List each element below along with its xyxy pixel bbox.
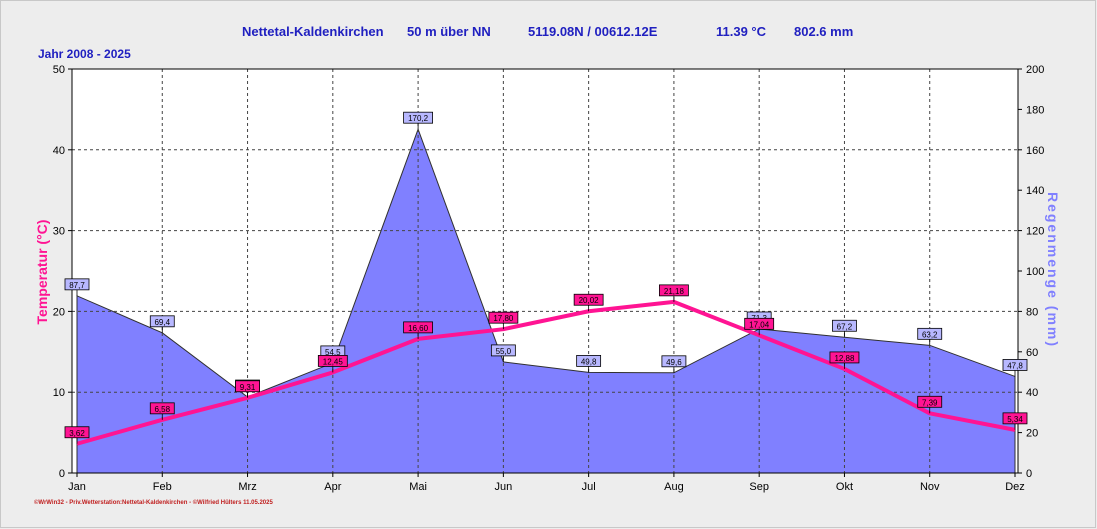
temperature-data-label-box xyxy=(1002,412,1028,425)
station-altitude: 50 m über NN xyxy=(407,24,491,39)
temperature-data-label: 9,31 xyxy=(240,383,256,392)
y-tick-label-right: 80 xyxy=(1026,306,1038,318)
temperature-data-label: 6,58 xyxy=(154,405,170,414)
rain-data-label: 170,2 xyxy=(408,114,429,123)
temperature-data-label: 21,18 xyxy=(664,287,685,296)
temperature-data-label-box xyxy=(403,321,433,334)
x-tick-label: Feb xyxy=(153,481,172,493)
y-tick-label-left: 0 xyxy=(59,468,65,480)
temperature-data-label: 16,60 xyxy=(408,324,429,333)
temperature-data-label-box xyxy=(744,317,775,330)
temperature-data-label-box xyxy=(317,355,348,367)
x-tick-label: Aug xyxy=(664,481,684,493)
y-tick-label-left: 30 xyxy=(53,226,65,238)
total-rainfall: 802.6 mm xyxy=(794,24,854,39)
y-tick-label-left: 10 xyxy=(53,387,65,399)
rain-data-label-box xyxy=(661,355,687,368)
rain-data-label-box xyxy=(64,278,90,291)
rain-data-label: 49,6 xyxy=(666,358,682,367)
y-tick-label-right: 140 xyxy=(1026,185,1044,197)
x-tick-label: Dez xyxy=(1005,481,1025,493)
rain-data-label: 49,8 xyxy=(581,357,597,366)
y-tick-label-left: 50 xyxy=(53,64,65,76)
y-tick-label-left: 40 xyxy=(53,145,65,157)
x-tick-label: Nov xyxy=(920,481,940,493)
temperature-data-label-box xyxy=(235,380,260,393)
mean-temperature: 11.39 °C xyxy=(716,24,767,39)
footer-credit: ©WrWin32 - Priv.Wetterstation:Nettetal-K… xyxy=(34,500,273,506)
temperature-data-label-box xyxy=(829,351,860,364)
station-name: Nettetal-Kaldenkirchen xyxy=(242,24,384,39)
y-tick-label-right: 120 xyxy=(1026,226,1044,238)
x-tick-label: Jul xyxy=(582,481,596,493)
rain-data-label-box xyxy=(1002,359,1028,371)
rain-data-label: 47,8 xyxy=(1007,361,1023,370)
rain-data-label-box xyxy=(149,315,175,328)
rain-data-label-box xyxy=(576,355,602,367)
rain-data-label-box xyxy=(917,327,943,340)
temperature-data-label: 17,80 xyxy=(493,314,514,323)
temperature-data-label: 5,34 xyxy=(1007,415,1023,424)
rain-data-label: 67,2 xyxy=(837,322,853,331)
temperature-data-label-box xyxy=(917,395,943,408)
rain-data-label: 87,7 xyxy=(69,281,85,290)
rain-data-label: 55,0 xyxy=(496,347,512,356)
temperature-line xyxy=(76,299,1016,446)
x-tick-label: Mai xyxy=(409,481,427,493)
rain-data-label: 63,2 xyxy=(922,330,938,339)
temperature-data-label-box xyxy=(659,284,689,297)
station-coordinates: 5119.08N / 00612.12E xyxy=(528,24,658,39)
temperature-data-label: 12,88 xyxy=(834,354,855,363)
temperature-data-label: 20,02 xyxy=(579,296,600,305)
y-tick-label-right: 200 xyxy=(1026,64,1044,76)
x-tick-label: Mrz xyxy=(238,481,256,493)
period-label: Jahr 2008 - 2025 xyxy=(38,47,131,61)
rain-data-label-box xyxy=(403,111,433,124)
temperature-data-label-box xyxy=(149,402,175,415)
y-tick-label-right: 60 xyxy=(1026,347,1038,359)
temperature-data-label: 12,45 xyxy=(323,357,344,366)
y-tick-label-right: 100 xyxy=(1026,266,1044,278)
x-tick-label: Jan xyxy=(68,481,86,493)
rain-data-label-box xyxy=(490,344,516,357)
y-tick-label-right: 0 xyxy=(1026,468,1032,480)
y-tick-label-right: 160 xyxy=(1026,145,1044,157)
rain-data-label-box xyxy=(832,319,857,332)
y-tick-label-right: 180 xyxy=(1026,104,1044,116)
y-tick-label-right: 40 xyxy=(1026,387,1038,399)
temperature-data-label-box xyxy=(488,311,519,324)
y-tick-label-left: 20 xyxy=(53,306,65,318)
rain-data-label: 69,4 xyxy=(154,318,170,327)
rain-data-label: 54,5 xyxy=(325,348,341,357)
y-tick-label-right: 20 xyxy=(1026,428,1038,440)
x-tick-label: Okt xyxy=(836,481,853,493)
x-tick-label: Sep xyxy=(749,481,769,493)
temperature-data-label: 17,04 xyxy=(749,320,770,329)
x-tick-label: Jun xyxy=(494,481,512,493)
x-tick-label: Apr xyxy=(324,481,341,493)
temperature-data-label: 7,39 xyxy=(922,398,938,407)
temperature-data-label-box xyxy=(573,293,604,306)
temperature-data-label-box xyxy=(64,426,90,439)
temperature-data-label: 3,62 xyxy=(69,429,85,438)
